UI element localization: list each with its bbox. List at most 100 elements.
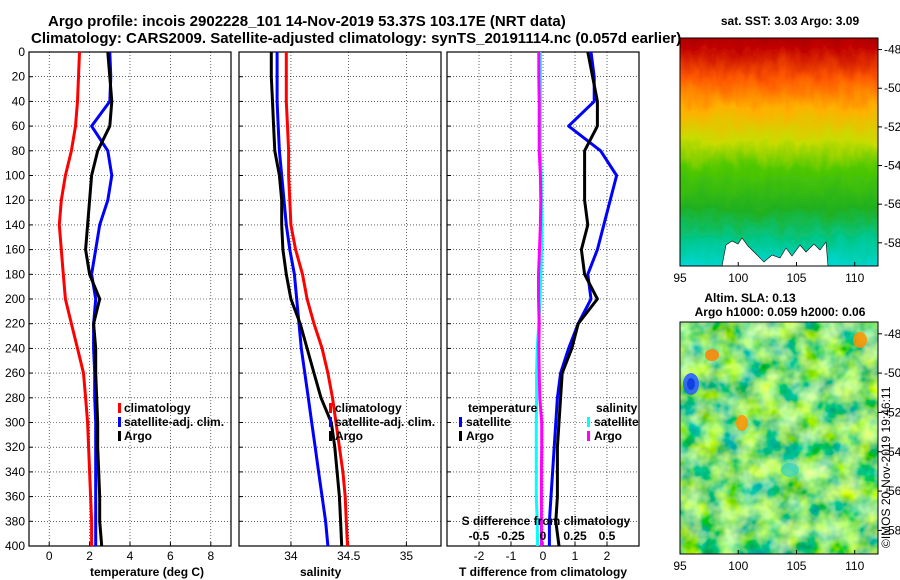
x-tick-label: 1 xyxy=(572,549,579,563)
series-line-argo xyxy=(269,52,344,547)
legend-swatch xyxy=(118,403,121,413)
map-y-tick-label: -52 xyxy=(884,405,900,419)
series-line-temperature-satellite xyxy=(547,51,619,546)
y-tick-label: 140 xyxy=(5,218,25,232)
legend-swatch xyxy=(459,431,462,441)
series-line-satellite-adj-clim- xyxy=(90,51,114,546)
legend-label: Argo xyxy=(594,429,622,443)
y-tick-label: 400 xyxy=(5,539,25,553)
y-tick-label: 160 xyxy=(5,243,25,257)
legend-title-salinity: salinity xyxy=(596,401,638,415)
map-y-tick-label: -56 xyxy=(884,484,900,498)
sla-map-frame xyxy=(679,321,879,555)
salinity-panel: 34 34.5 35 salinity climatologysatellite-adj… xyxy=(238,51,442,579)
series-line-temperature-argo xyxy=(554,51,599,547)
map-y-tick-label: -48 xyxy=(884,43,900,57)
x-axis-label: T difference from climatology xyxy=(459,565,627,579)
series-line-climatology xyxy=(284,52,349,547)
y-tick-label: 60 xyxy=(12,119,26,133)
map-x-tick-label: 95 xyxy=(673,559,687,573)
legend-swatch xyxy=(587,417,590,427)
y-tick-label: 380 xyxy=(5,514,25,528)
y-tick-label: 240 xyxy=(5,341,25,355)
sst-map-frame xyxy=(679,37,879,267)
secondary-tick-label: -0.5 xyxy=(469,529,490,543)
secondary-tick-label: 0.25 xyxy=(563,529,587,543)
y-tick-label: 360 xyxy=(5,490,25,504)
x-tick-label: 0 xyxy=(46,549,53,563)
map-x-tick-label: 110 xyxy=(845,559,864,573)
y-tick-label: 300 xyxy=(5,416,25,430)
map-y-tick-label: -52 xyxy=(884,120,900,134)
y-tick-label: 260 xyxy=(5,366,25,380)
series-line-argo xyxy=(84,51,114,547)
sst-map-axes: 95 100 105 110 -48 -50 -52 -54 -56 -58 xyxy=(673,43,900,285)
x-tick-label: 4 xyxy=(127,549,134,563)
legend-label: satellite xyxy=(594,415,639,429)
secondary-tick-label: 0.5 xyxy=(599,529,616,543)
x-tick-label: 2 xyxy=(604,549,611,563)
secondary-tick-label: 0 xyxy=(540,529,547,543)
legend-swatch xyxy=(118,417,121,427)
map-y-tick-label: -54 xyxy=(884,159,900,173)
map-y-tick-label: -56 xyxy=(884,197,900,211)
x-tick-label: -1 xyxy=(506,549,517,563)
map-x-tick-label: 105 xyxy=(786,559,806,573)
legend-swatch xyxy=(329,417,332,427)
x-tick-label: 0 xyxy=(540,549,547,563)
map-x-tick-label: 100 xyxy=(728,271,748,285)
sst-map-title: sat. SST: 3.03 Argo: 3.09 xyxy=(721,14,860,28)
series-line-salinity-argo xyxy=(537,52,544,546)
legend-label: Argo xyxy=(124,429,152,443)
legend-label: satellite-adj. clim. xyxy=(335,415,435,429)
y-tick-label: 20 xyxy=(12,70,26,84)
legend-swatch xyxy=(587,431,590,441)
sla-map-image xyxy=(680,322,878,554)
y-tick-label: 340 xyxy=(5,465,25,479)
map-y-tick-label: -58 xyxy=(884,523,900,537)
x-tick-label: -2 xyxy=(474,549,485,563)
series-line-satellite-adj-clim- xyxy=(275,52,330,547)
x-tick-label: 2 xyxy=(86,549,93,563)
y-tick-label: 180 xyxy=(5,267,25,281)
figure-title-line1: Argo profile: incois 2902228_101 14-Nov-… xyxy=(48,13,566,30)
sst-map-image xyxy=(680,38,878,266)
y-tick-label: 0 xyxy=(18,45,25,59)
temperature-panel: 0204060801001201401601802002202402602803… xyxy=(5,45,232,579)
x-axis-label: temperature (deg C) xyxy=(90,565,204,579)
figure-title-line2: Climatology: CARS2009. Satellite-adjuste… xyxy=(31,30,681,47)
x-axis-label: salinity xyxy=(300,565,342,579)
legend-title-temperature: temperature xyxy=(468,401,538,415)
legend-label: Argo xyxy=(335,429,363,443)
secondary-tick-label: -0.25 xyxy=(497,529,525,543)
x-tick-label: 34.5 xyxy=(337,549,361,563)
y-tick-label: 100 xyxy=(5,169,25,183)
legend-swatch xyxy=(459,417,462,427)
legend-label: climatology xyxy=(124,401,191,415)
y-tick-label: 80 xyxy=(12,144,26,158)
series-line-climatology xyxy=(57,51,94,546)
difference-panel: -2 -1 0 1 2 T difference from climatology temp… xyxy=(446,51,640,579)
x-tick-label: 6 xyxy=(167,549,174,563)
panel-frame xyxy=(238,51,442,547)
y-tick-label: 320 xyxy=(5,440,25,454)
y-tick-label: 120 xyxy=(5,193,25,207)
x-tick-label: 35 xyxy=(400,549,414,563)
map-y-tick-label: -50 xyxy=(884,81,900,95)
panel-frame xyxy=(28,51,232,547)
sla-map-title-2: Argo h1000: 0.059 h2000: 0.06 xyxy=(695,305,866,319)
sla-map-axes: 95 100 105 110 -48 -50 -52 -54 -56 -58 xyxy=(673,327,900,573)
y-tick-label: 40 xyxy=(12,94,26,108)
y-tick-label: 220 xyxy=(5,317,25,331)
secondary-axis-label: S difference from climatology xyxy=(462,514,631,528)
legend-swatch xyxy=(329,431,332,441)
legend-swatch xyxy=(329,403,332,413)
legend-swatch xyxy=(118,431,121,441)
panel-frame xyxy=(446,51,640,547)
map-x-tick-label: 105 xyxy=(786,271,806,285)
x-tick-label: 34 xyxy=(284,549,298,563)
map-y-tick-label: -58 xyxy=(884,236,900,250)
map-y-tick-label: -54 xyxy=(884,445,900,459)
map-y-tick-label: -50 xyxy=(884,366,900,380)
